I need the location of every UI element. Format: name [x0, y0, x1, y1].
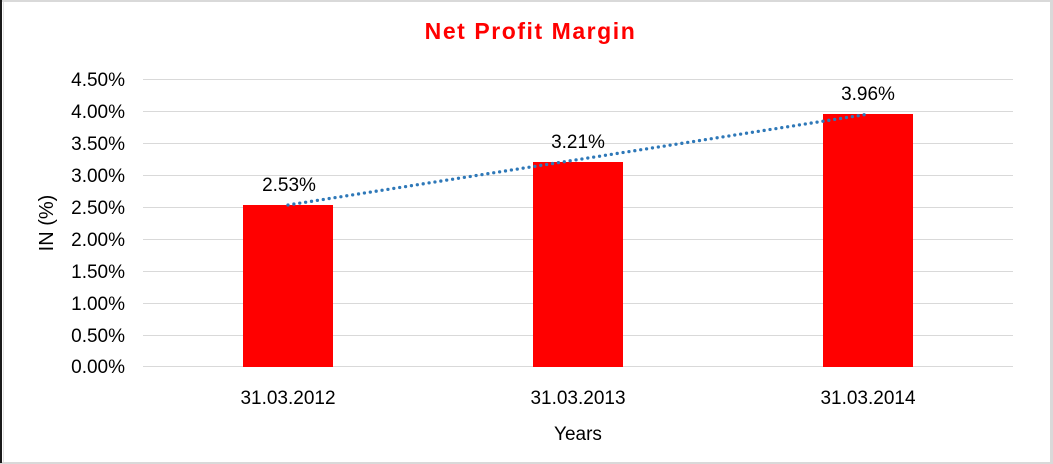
svg-text:Years: Years [554, 424, 602, 445]
svg-text:3.21%: 3.21% [551, 132, 605, 153]
svg-text:0.50%: 0.50% [71, 326, 125, 347]
svg-text:2.53%: 2.53% [262, 175, 316, 196]
svg-text:0.00%: 0.00% [71, 357, 125, 378]
svg-text:31.03.2013: 31.03.2013 [530, 388, 625, 409]
svg-text:Net Profit Margin: Net Profit Margin [425, 18, 637, 44]
svg-text:3.00%: 3.00% [71, 166, 125, 187]
svg-text:1.50%: 1.50% [71, 262, 125, 283]
svg-text:2.50%: 2.50% [71, 198, 125, 219]
svg-text:3.96%: 3.96% [841, 84, 895, 105]
svg-text:31.03.2012: 31.03.2012 [240, 388, 335, 409]
svg-text:4.00%: 4.00% [71, 102, 125, 123]
svg-text:31.03.2014: 31.03.2014 [820, 388, 916, 409]
svg-text:4.50%: 4.50% [71, 70, 125, 91]
svg-text:3.50%: 3.50% [71, 134, 125, 155]
svg-text:2.00%: 2.00% [71, 230, 125, 251]
svg-text:IN (%): IN (%) [36, 195, 58, 252]
svg-text:1.00%: 1.00% [71, 294, 125, 315]
